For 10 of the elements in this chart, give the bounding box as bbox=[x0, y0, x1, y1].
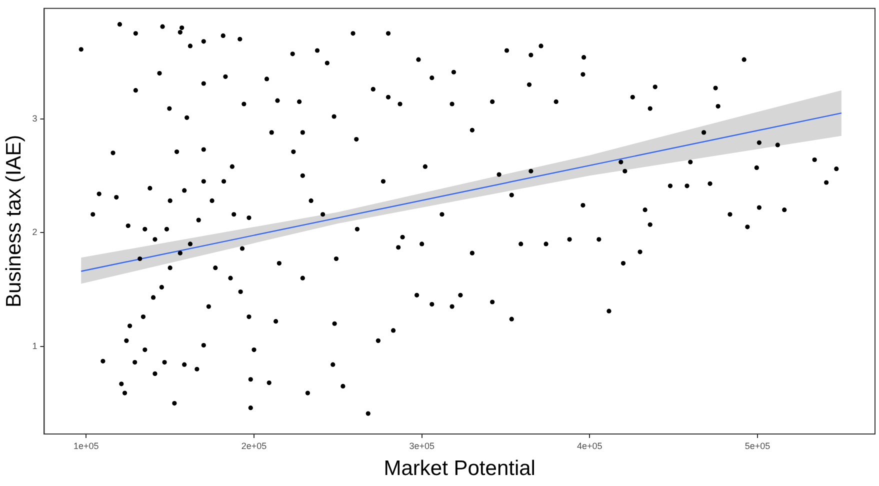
y-tick-label: 3 bbox=[32, 113, 38, 124]
y-tick-label: 1 bbox=[32, 340, 38, 351]
x-tick-label: 2e+05 bbox=[241, 440, 267, 451]
x-axis-title: Market Potential bbox=[384, 457, 536, 480]
x-tick-label: 4e+05 bbox=[577, 440, 602, 451]
x-tick-label: 1e+05 bbox=[74, 440, 99, 451]
x-tick-label: 3e+05 bbox=[409, 440, 434, 451]
y-axis-title: Business tax (IAE) bbox=[2, 134, 26, 308]
x-tick-label: 5e+05 bbox=[744, 440, 770, 451]
y-tick-label: 2 bbox=[32, 227, 38, 238]
